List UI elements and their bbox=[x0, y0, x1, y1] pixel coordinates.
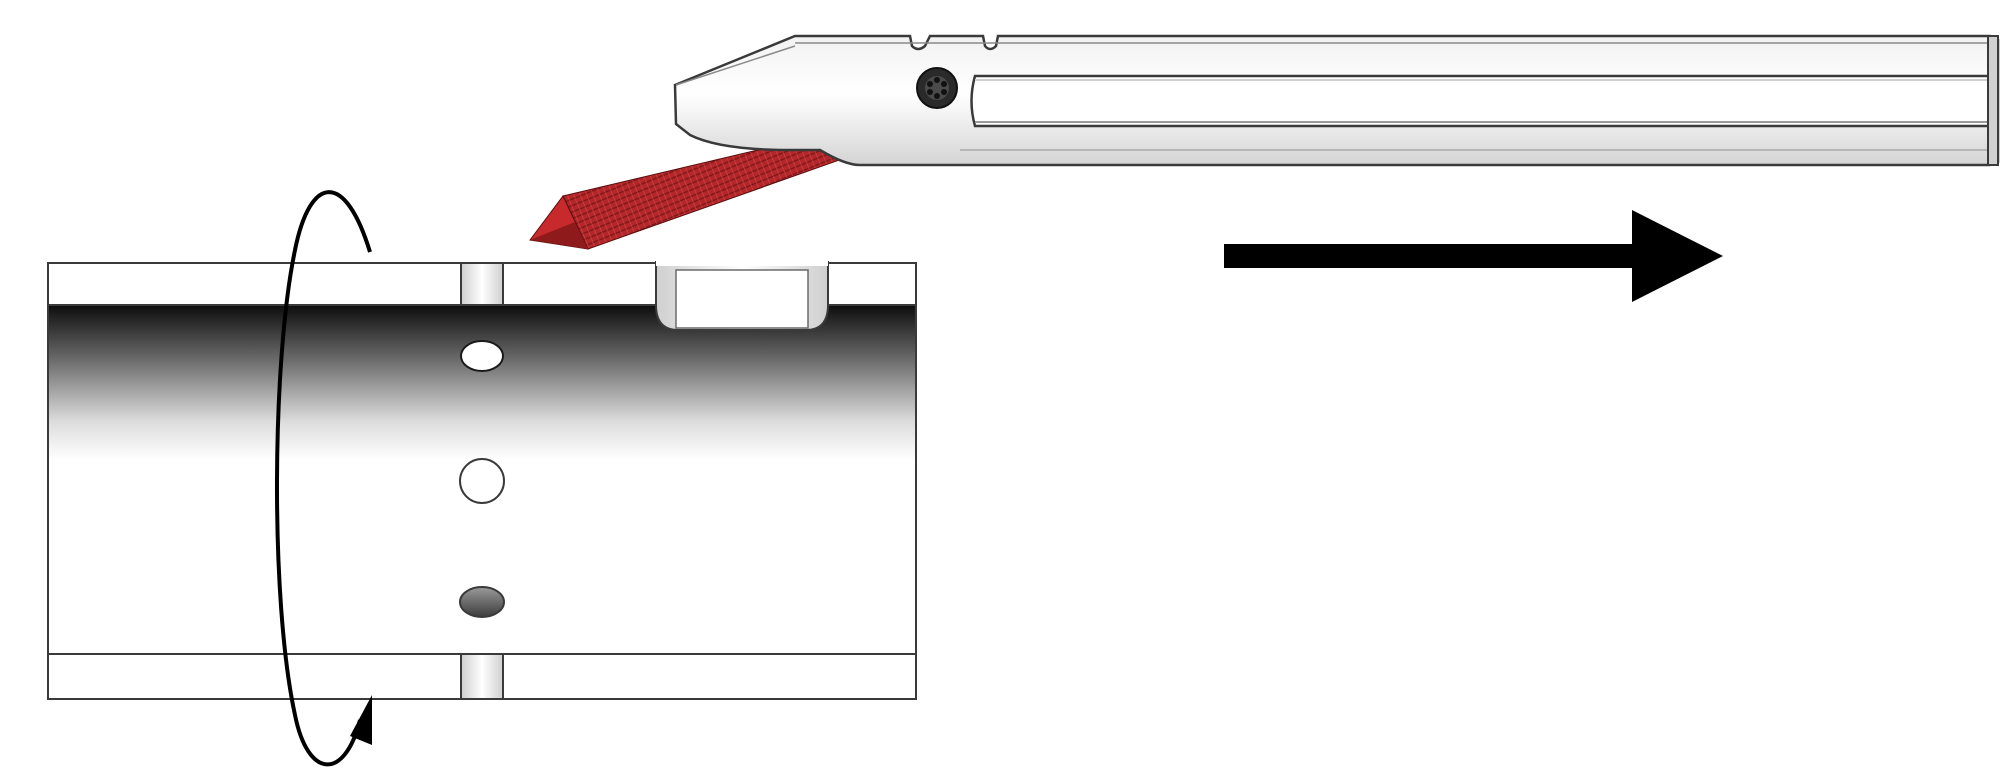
top-wall-channel bbox=[460, 262, 504, 306]
feed-arrow-head bbox=[1632, 210, 1723, 302]
hole-bottom bbox=[459, 586, 505, 618]
boring-bar-end bbox=[1987, 35, 1999, 166]
feed-arrow bbox=[1224, 210, 1723, 302]
hole-top bbox=[460, 340, 504, 372]
notch-floor bbox=[675, 269, 809, 329]
rotation-arrow-ellipse bbox=[275, 190, 372, 767]
rotation-arrow bbox=[275, 190, 372, 767]
insert-tip-shade bbox=[530, 222, 588, 249]
feed-arrow-shaft bbox=[1224, 244, 1634, 268]
cutting-insert bbox=[529, 139, 847, 250]
rotation-arrow-head bbox=[350, 695, 372, 745]
clamp-screw-icon bbox=[916, 67, 958, 109]
boring-bar-slot bbox=[970, 74, 1997, 128]
boring-bar bbox=[673, 34, 2000, 167]
insert-knurled-body bbox=[562, 139, 847, 250]
bottom-wall-channel bbox=[460, 653, 504, 700]
workpiece-tube bbox=[47, 258, 917, 700]
hole-middle bbox=[459, 458, 505, 504]
notch-opening bbox=[656, 258, 828, 266]
